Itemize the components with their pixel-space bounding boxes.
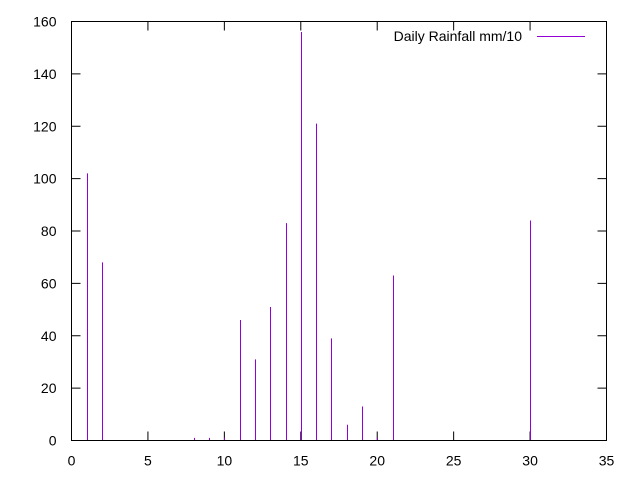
y-tick-label: 0	[49, 433, 57, 449]
y-tick-label: 120	[33, 118, 57, 134]
x-tick-label: 15	[293, 453, 309, 469]
y-tick-label: 160	[33, 14, 57, 30]
x-tick-label: 20	[369, 453, 385, 469]
impulse-series	[87, 31, 531, 441]
x-tick-label: 0	[68, 453, 76, 469]
x-tick-label: 25	[446, 453, 462, 469]
y-tick-label: 20	[41, 380, 57, 396]
legend: Daily Rainfall mm/10	[394, 28, 585, 44]
x-axis-ticks: 0 5 10 15 20 25 30 35	[68, 21, 615, 469]
y-tick-label: 140	[33, 66, 57, 82]
y-axis-ticks: 0 20 40 60 80 100 120 140 160	[33, 14, 607, 449]
x-tick-label: 10	[217, 453, 233, 469]
x-tick-label: 5	[144, 453, 152, 469]
plot-frame	[71, 21, 607, 441]
legend-label: Daily Rainfall mm/10	[394, 28, 523, 44]
x-tick-label: 30	[522, 453, 538, 469]
x-tick-label: 35	[599, 453, 615, 469]
y-tick-label: 100	[33, 171, 57, 187]
y-tick-label: 40	[41, 328, 57, 344]
y-tick-label: 60	[41, 275, 57, 291]
y-tick-label: 80	[41, 223, 57, 239]
